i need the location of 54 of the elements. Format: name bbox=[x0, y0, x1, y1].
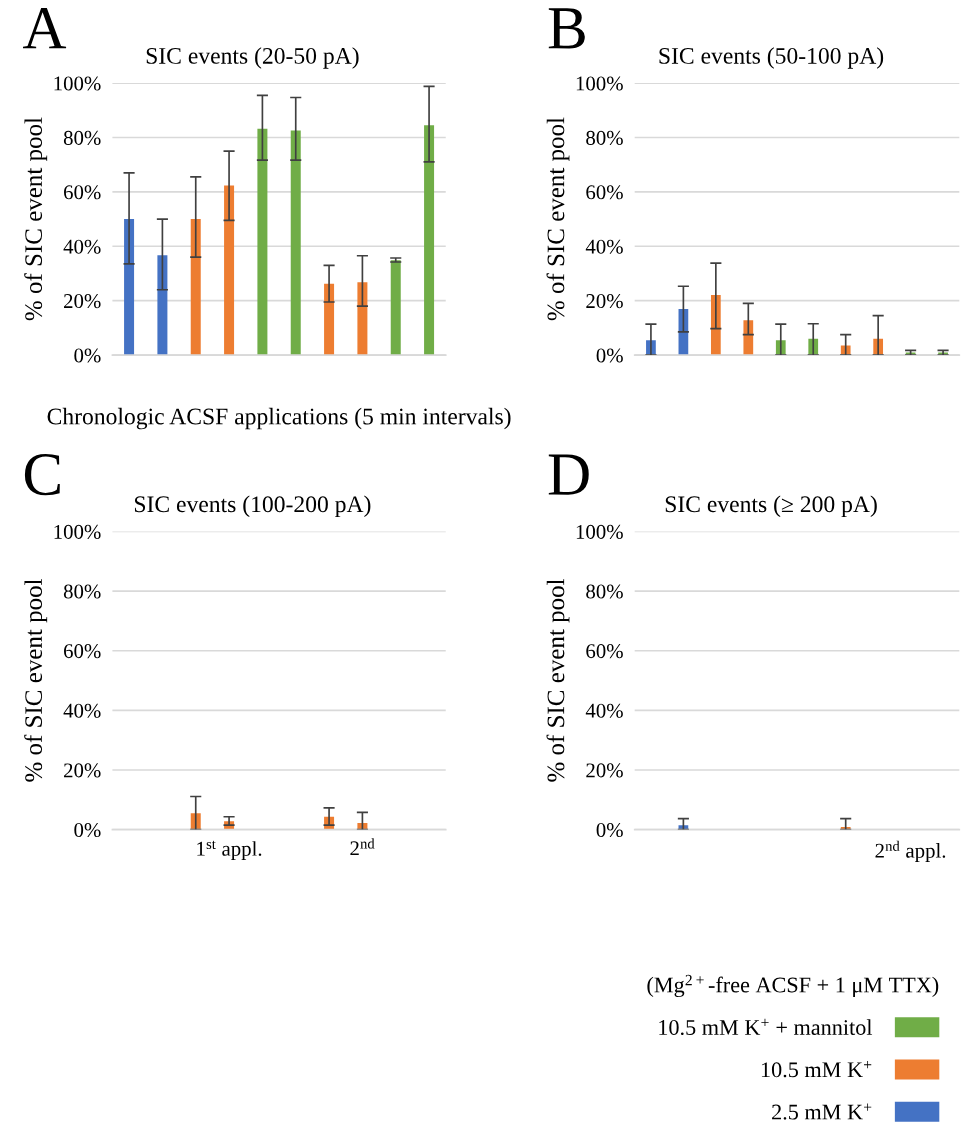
text: D bbox=[548, 454, 589, 495]
legend-title: (Mg$^{2+}$-free ACSF + 1 μM TTX) bbox=[647, 974, 939, 998]
y-tick-label: 40% bbox=[63, 703, 101, 718]
text: C bbox=[24, 454, 60, 496]
y-tick-label: 100% bbox=[54, 76, 101, 91]
y-tick-label: 20% bbox=[586, 763, 623, 778]
x-tick-label: 1$^{st}$ appl. bbox=[197, 840, 262, 861]
bar bbox=[190, 219, 201, 356]
bar bbox=[257, 128, 268, 356]
bar bbox=[124, 219, 135, 356]
y-tick-label: 60% bbox=[586, 644, 623, 659]
y-tick-label: 20% bbox=[586, 294, 623, 309]
chart-title: SIC events (100-200 pA) bbox=[134, 495, 371, 518]
chart-title: SIC events (≥ 200 pA) bbox=[665, 495, 877, 518]
bar bbox=[224, 185, 235, 356]
bar bbox=[424, 125, 435, 356]
bar bbox=[290, 130, 301, 356]
y-tick-label: 20% bbox=[64, 763, 101, 778]
y-tick-label: 0% bbox=[74, 348, 101, 363]
x-axis-title: Chronologic ACSF applications (5 min intervals) bbox=[47, 407, 511, 430]
y-tick-label: 0% bbox=[596, 822, 623, 838]
bar bbox=[324, 283, 335, 356]
y-axis-title: % of SIC event pool bbox=[546, 117, 570, 321]
y-tick-label: 40% bbox=[585, 703, 623, 718]
bar bbox=[157, 255, 168, 356]
y-tick-label: 0% bbox=[596, 348, 623, 363]
y-tick-label: 60% bbox=[586, 185, 623, 200]
y-axis-title: % of SIC event pool bbox=[24, 578, 48, 782]
y-tick-label: 60% bbox=[64, 644, 101, 659]
bar bbox=[357, 282, 368, 356]
x-tick-label: 2$^{nd}$ bbox=[350, 838, 375, 856]
y-tick-label: 80% bbox=[586, 130, 623, 145]
legend-label: 10.5 mM K$^{+}$ bbox=[761, 1061, 872, 1078]
legend-label: 10.5 mM K$^{+}$ + mannitol bbox=[659, 1018, 873, 1036]
text: A bbox=[23, 7, 67, 49]
chart-title: SIC events (50-100 pA) bbox=[659, 47, 884, 69]
y-axis-title: % of SIC event pool bbox=[24, 117, 48, 321]
y-tick-label: 100% bbox=[576, 76, 623, 91]
y-tick-label: 100% bbox=[576, 524, 623, 539]
y-tick-label: 40% bbox=[63, 239, 101, 254]
chart-title: SIC events (20-50 pA) bbox=[146, 47, 359, 69]
text: B bbox=[548, 8, 585, 49]
y-axis-title: % of SIC event pool bbox=[546, 578, 570, 782]
x-tick-label: 2$^{nd}$ appl. bbox=[875, 840, 946, 862]
y-tick-label: 0% bbox=[74, 822, 101, 838]
legend-label: 2.5 mM K$^{+}$ bbox=[772, 1103, 872, 1120]
bar bbox=[390, 260, 401, 356]
y-tick-label: 80% bbox=[63, 584, 101, 599]
y-tick-label: 60% bbox=[64, 185, 101, 200]
y-tick-label: 80% bbox=[63, 130, 101, 145]
y-tick-label: 20% bbox=[64, 294, 101, 309]
y-tick-label: 80% bbox=[586, 584, 623, 599]
y-tick-label: 100% bbox=[54, 524, 101, 539]
y-tick-label: 40% bbox=[585, 239, 623, 254]
